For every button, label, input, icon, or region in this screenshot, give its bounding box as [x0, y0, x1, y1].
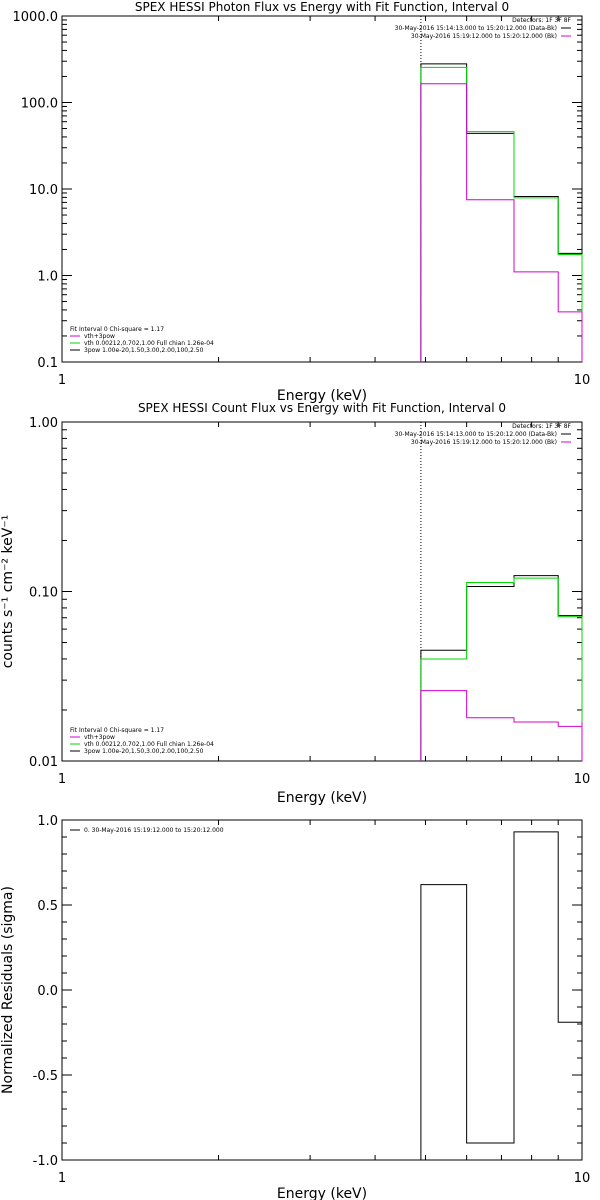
y-tick-label: 0.1 [37, 356, 58, 371]
x-tick-label: 1 [58, 1171, 66, 1186]
y-tick-label: 1000.0 [13, 10, 59, 25]
y-tick-label: -1.0 [33, 1154, 58, 1169]
legend-entry: 3pow 1.00e-20,1.50,3.00,2.00,100,2.50 [84, 347, 204, 354]
legend-entry: 30-May-2016 15:19:12.000 to 15:20:12.000… [411, 439, 557, 446]
plot-frame [61, 15, 583, 363]
legend-entry: vth 0.00212,0.702,1.00 Full chian 1.26e-… [84, 741, 214, 748]
y-tick-label: 0.01 [29, 755, 58, 770]
x-tick-label: 10 [574, 1171, 591, 1186]
plot-frame [61, 819, 583, 1161]
legend-entry: 30-May-2016 15:19:12.000 to 15:20:12.000… [411, 33, 557, 40]
legend-entry: vth 0.00212,0.702,1.00 Full chian 1.26e-… [84, 340, 214, 347]
y-tick-label: 1.00 [29, 416, 58, 431]
chart-panel-2: SPEX HESSI Count Flux vs Energy with Fit… [0, 401, 590, 806]
x-tick-label: 1 [58, 772, 66, 787]
legend-entry: 0. 30-May-2016 15:19:12.000 to 15:20:12.… [84, 827, 224, 834]
legend-entry: vth+3pow [84, 333, 115, 340]
chart-title: SPEX HESSI Count Flux vs Energy with Fit… [138, 401, 506, 415]
legend-entry: 30-May-2016 15:14:13.000 to 15:20:12.000… [395, 25, 557, 32]
legend-entry: 30-May-2016 15:14:13.000 to 15:20:12.000… [395, 431, 557, 438]
legend-header: Fit Interval 0 Chi-square = 1.17 [70, 326, 164, 333]
y-tick-label: 0.10 [29, 586, 58, 601]
x-axis-label: Energy (keV) [277, 790, 367, 806]
y-tick-label: 100.0 [21, 97, 58, 112]
plot-frame [61, 421, 583, 762]
y-tick-label: 1.0 [37, 270, 58, 285]
legend-header: Detectors: 1F 3F 8F [512, 423, 571, 430]
series-line-green [420, 66, 583, 362]
y-axis-label: counts s⁻¹ cm⁻² keV⁻¹ [0, 515, 16, 669]
legend-header: Fit Interval 0 Chi-square = 1.17 [70, 727, 164, 734]
y-tick-label: -0.5 [33, 1069, 58, 1084]
x-tick-label: 10 [574, 772, 591, 787]
series-line-black [420, 831, 583, 1160]
series-line-green [420, 577, 583, 761]
chart-panel-3: 1 10 -1.0 -0.5 0.0 0.5 1.0 Energy (keV) Normaliz… [0, 814, 590, 1200]
legend-entry: vth+3pow [84, 734, 115, 741]
x-axis-label: Energy (keV) [277, 1186, 367, 1200]
y-tick-label: 10.0 [29, 183, 58, 198]
x-tick-label: 10 [574, 373, 591, 388]
legend-entry: 3pow 1.00e-20,1.50,3.00,2.00,100,2.50 [84, 748, 204, 755]
y-axis-label: Normalized Residuals (sigma) [0, 886, 16, 1094]
x-tick-label: 1 [58, 373, 66, 388]
chart-panel-1: SPEX HESSI Photon Flux vs Energy with Fi… [13, 0, 591, 404]
legend-header: Detectors: 1F 3F 8F [512, 17, 571, 24]
x-axis-label: Energy (keV) [277, 388, 367, 404]
y-tick-label: 0.5 [37, 899, 58, 914]
y-tick-label: 1.0 [37, 814, 58, 829]
chart-title: SPEX HESSI Photon Flux vs Energy with Fi… [135, 0, 509, 14]
y-tick-label: 0.0 [37, 984, 58, 999]
series-line-magenta [420, 690, 583, 761]
series-line-magenta [420, 83, 583, 362]
